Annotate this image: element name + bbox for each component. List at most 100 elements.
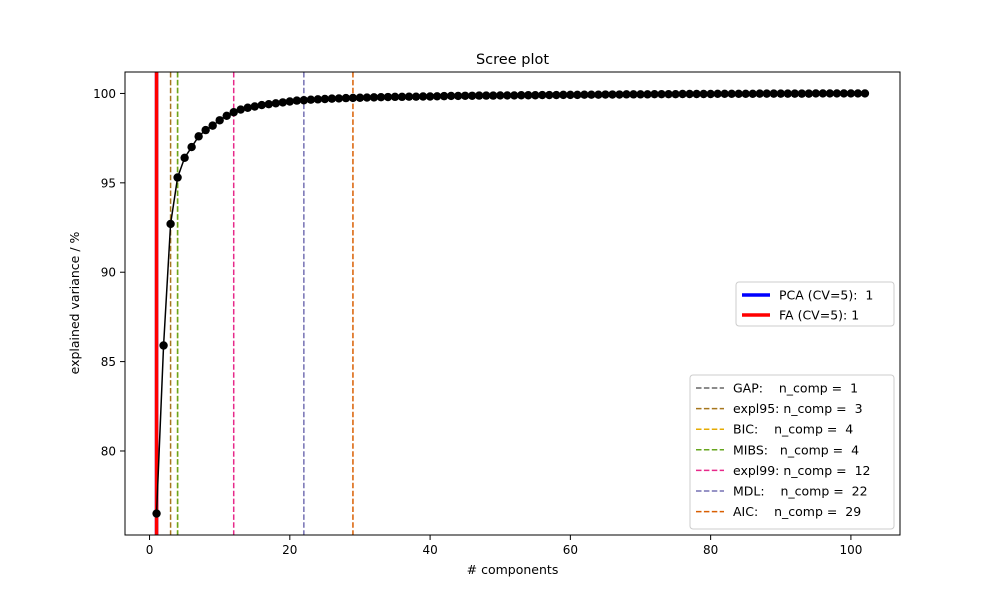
data-point <box>657 89 666 99</box>
data-point <box>671 89 680 99</box>
data-point <box>369 93 379 102</box>
data-point <box>453 91 463 101</box>
y-tick-label: 90 <box>101 266 116 280</box>
data-point <box>397 92 407 102</box>
data-point <box>538 90 547 100</box>
data-point <box>741 89 750 99</box>
data-point <box>755 89 764 98</box>
data-point <box>411 92 421 101</box>
chart-title: Scree plot <box>476 52 549 68</box>
data-point <box>692 89 701 99</box>
data-point <box>776 89 785 98</box>
legend-label: MDL: n_comp = 22 <box>733 484 868 499</box>
data-point <box>699 89 708 99</box>
data-point <box>622 90 631 99</box>
plot-area <box>152 72 870 535</box>
data-point <box>355 93 365 102</box>
data-point <box>853 89 863 98</box>
data-point <box>376 93 386 102</box>
y-tick-label: 95 <box>101 176 116 190</box>
y-tick-label: 80 <box>101 444 116 458</box>
data-point <box>236 105 245 114</box>
data-point <box>187 142 196 152</box>
data-point <box>278 98 288 107</box>
data-point <box>636 90 645 99</box>
data-point <box>222 111 231 120</box>
legend-label: expl95: n_comp = 3 <box>733 401 863 416</box>
legend-label: GAP: n_comp = 1 <box>733 381 858 396</box>
legend-label: MIBS: n_comp = 4 <box>733 442 859 457</box>
data-point <box>264 99 273 109</box>
data-point <box>664 89 673 99</box>
data-point <box>257 100 266 110</box>
data-point <box>804 89 814 98</box>
x-tick-label: 100 <box>839 543 862 557</box>
data-point <box>166 219 175 229</box>
data-point <box>825 89 835 98</box>
data-point <box>713 89 722 99</box>
data-point <box>292 96 302 105</box>
y-tick-label: 100 <box>93 87 116 101</box>
data-point <box>460 91 470 100</box>
data-point <box>832 89 842 98</box>
data-point <box>615 90 624 99</box>
data-point <box>334 94 344 103</box>
data-point <box>608 90 617 99</box>
data-point <box>552 90 561 100</box>
data-point <box>467 91 477 100</box>
data-point <box>685 89 694 99</box>
legend-label: expl99: n_comp = 12 <box>733 463 870 478</box>
data-point <box>299 96 309 105</box>
data-point <box>629 90 638 99</box>
data-point <box>650 89 659 99</box>
data-point <box>860 89 870 98</box>
y-tick-label: 85 <box>101 355 116 369</box>
x-tick-label: 0 <box>146 543 154 557</box>
data-point <box>152 509 161 518</box>
data-point <box>839 89 849 98</box>
data-point <box>432 92 442 101</box>
data-point <box>587 90 596 99</box>
legend-box <box>735 281 895 327</box>
data-point <box>489 91 498 100</box>
legend-label: FA (CV=5): 1 <box>779 308 859 323</box>
data-point <box>250 102 259 111</box>
data-point <box>706 89 715 99</box>
data-point <box>559 90 568 100</box>
data-point <box>271 99 280 108</box>
data-point <box>678 89 687 99</box>
data-point <box>446 91 456 101</box>
x-tick-label: 20 <box>282 543 297 557</box>
data-point <box>439 91 449 101</box>
legend-label: AIC: n_comp = 29 <box>733 504 861 519</box>
axes: 0 20 40 60 80 100 80 85 90 95 100 <box>93 71 901 557</box>
data-point <box>797 89 807 98</box>
data-point <box>418 92 428 101</box>
data-point <box>846 89 856 98</box>
data-point <box>229 108 238 117</box>
data-point <box>818 89 828 98</box>
data-point <box>580 90 589 99</box>
data-point <box>313 95 323 104</box>
x-tick-label: 80 <box>703 543 718 557</box>
data-point <box>348 93 358 103</box>
data-point <box>285 97 295 106</box>
data-point <box>341 93 351 103</box>
data-point <box>783 89 792 98</box>
data-point <box>769 89 778 98</box>
legend-label: BIC: n_comp = 4 <box>733 422 853 437</box>
data-point <box>517 91 526 100</box>
legend-box <box>689 374 895 530</box>
data-point <box>790 89 799 98</box>
data-point <box>524 91 533 100</box>
x-axis-label: # components <box>467 562 559 577</box>
data-point <box>208 121 217 130</box>
data-point <box>811 89 821 98</box>
data-point <box>474 91 484 100</box>
data-point <box>194 132 203 141</box>
data-point <box>601 90 610 99</box>
data-point <box>720 89 729 99</box>
data-point <box>243 103 252 112</box>
data-point <box>594 90 603 99</box>
